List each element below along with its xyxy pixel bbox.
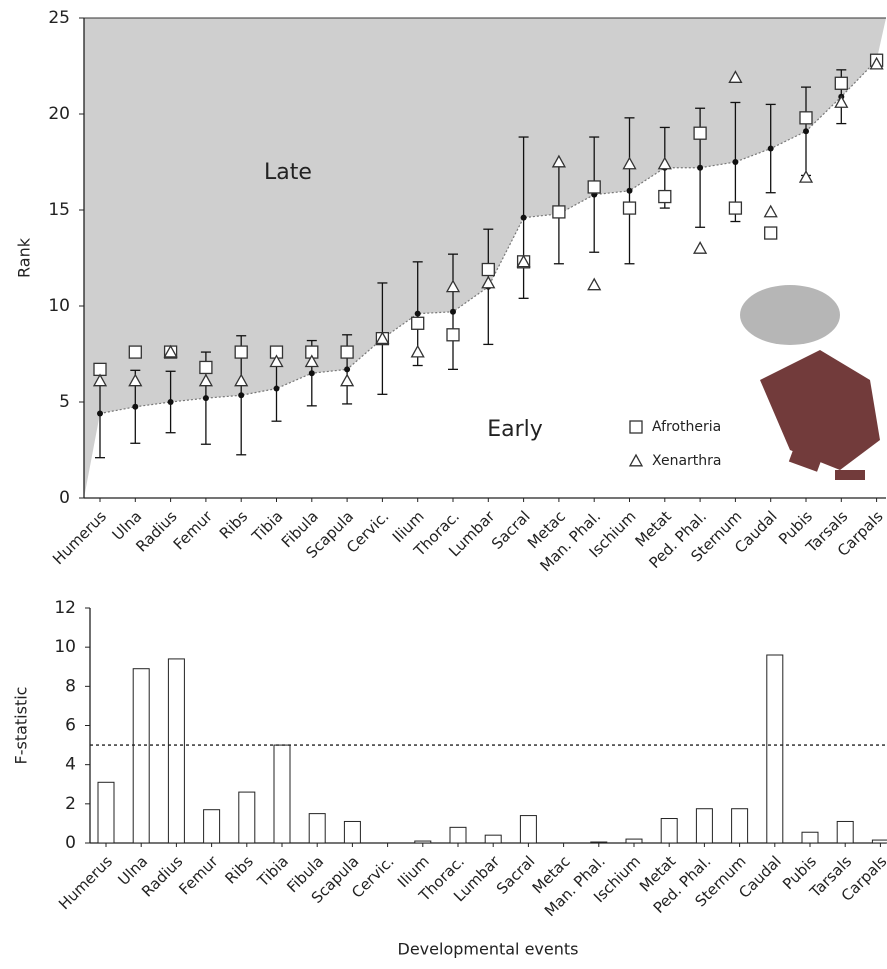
xenarthra-marker [412,346,424,357]
mean-point [238,392,244,398]
legend-label: Afrotheria [652,419,721,435]
bar [591,842,607,843]
afrotheria-marker [765,227,777,239]
afrotheria-marker [129,346,141,358]
bar [626,839,642,843]
afrotheria-marker [447,329,459,341]
xenarthra-marker [694,242,706,253]
bar [802,832,818,843]
mean-point [627,188,633,194]
f-statistic-chart: 0 2 4 6 8 10 12 F-statistic Developmental events… [12,598,887,959]
mean-point [203,395,209,401]
mean-point [168,399,174,405]
bar [239,792,255,843]
bar [872,840,887,843]
bar [309,814,325,843]
y-tick-label: 8 [65,676,76,696]
afrotheria-marker [659,191,671,203]
afrotheria-marker [588,181,600,193]
bar [133,669,149,843]
specimen-bone [835,470,865,480]
legend-label: Xenarthra [652,453,721,469]
x-tick-label: Sacral [493,852,539,898]
y-tick-label: 5 [59,392,70,412]
bar [415,841,431,843]
afrotheria-marker [624,202,636,214]
afrotheria-marker [412,317,424,329]
x-tick-label: Ribs [216,507,251,542]
bar [767,655,783,843]
afrotheria-marker [835,77,847,89]
afrotheria-marker [200,361,212,373]
mean-point [768,146,774,152]
bar [204,810,220,843]
xenarthra-marker [341,375,353,386]
y-tick-label: 10 [54,637,76,657]
mean-point [274,386,280,392]
y-tick-label: 2 [65,794,76,814]
bar [696,809,712,843]
afrotheria-marker [341,346,353,358]
region-label: Early [487,417,543,442]
bar [485,835,501,843]
xenarthra-marker [588,279,600,290]
specimen-body [760,350,880,470]
y-tick-label: 0 [65,833,76,853]
bar [450,827,466,843]
mean-point [450,309,456,315]
specimen-skull [740,285,840,345]
specimen-image [740,285,880,480]
bar [837,821,853,843]
xenarthra-marker [800,171,812,182]
x-tick-label: Femur [175,852,222,899]
x-tick-label: Ribs [221,852,256,887]
x-tick-label: Sacral [488,507,534,553]
afrotheria-marker [630,421,642,433]
xenarthra-marker [765,206,777,217]
x-tick-label: Humerus [49,507,110,568]
afrotheria-marker [235,346,247,358]
bar [661,819,677,843]
afrotheria-marker [729,202,741,214]
afrotheria-marker [553,206,565,218]
late-region [84,18,886,498]
mean-point [97,411,103,417]
y-tick-label: 10 [48,296,70,316]
mean-point [697,165,703,171]
x-axis-label: Developmental events [398,940,579,959]
y-tick-label: 20 [48,104,70,124]
mean-point [415,311,421,317]
region-label: Late [264,160,312,185]
bar [168,659,184,843]
afrotheria-marker [800,112,812,124]
mean-point [803,128,809,134]
xenarthra-marker [630,455,642,466]
afrotheria-marker [694,127,706,139]
x-tick-label: Femur [170,507,217,554]
mean-point [344,366,350,372]
y-tick-label: 15 [48,200,70,220]
mean-point [132,404,138,410]
y-axis-label: F-statistic [12,687,31,765]
afrotheria-marker [482,264,494,276]
bar [344,821,360,843]
bar [520,816,536,843]
bar [98,782,114,843]
y-tick-label: 6 [65,716,76,736]
y-tick-label: 25 [48,8,70,28]
mean-point [309,370,315,376]
x-tick-label: Humerus [55,852,116,913]
y-tick-label: 0 [59,488,70,508]
bar [732,809,748,843]
y-tick-label: 4 [65,755,76,775]
bar [274,745,290,843]
y-axis-label: Rank [15,237,34,278]
mean-point [521,215,527,221]
mean-point [732,159,738,165]
y-tick-label: 12 [54,598,76,618]
